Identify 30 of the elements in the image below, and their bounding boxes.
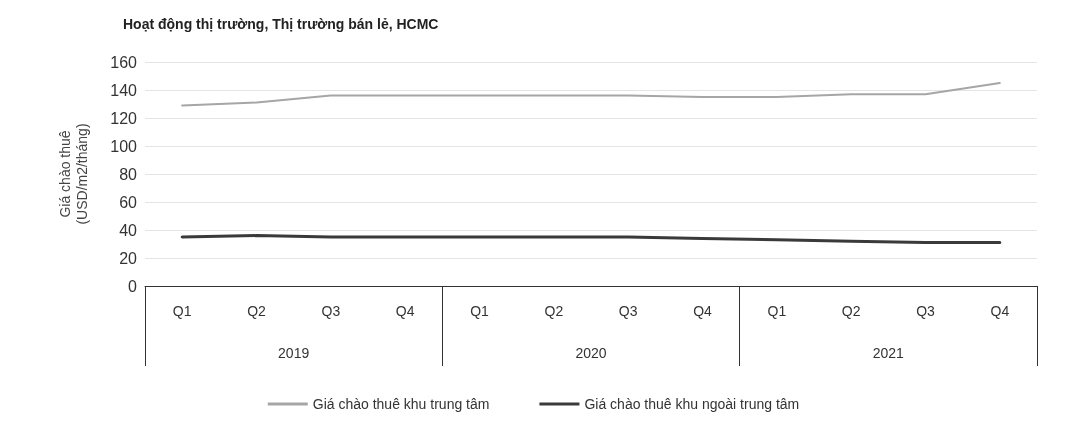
x-tick-label: Q2 xyxy=(841,303,861,319)
text: 2020 xyxy=(575,345,607,361)
y-tick-label: 20 xyxy=(119,249,138,267)
x-tick-label: Q1 xyxy=(767,303,787,319)
x-tick-label: Q2 xyxy=(544,303,564,319)
x-tick-label: Q4 xyxy=(693,303,713,319)
y-tick-label: 60 xyxy=(119,193,138,211)
text: 2021 xyxy=(872,345,905,361)
y-tick-label: 160 xyxy=(110,53,138,71)
x-tick-label: Q3 xyxy=(618,303,638,319)
line-series xyxy=(180,234,1002,245)
chart-title: Hoạt động thị trường, Thị trường bán lẻ, HCMC xyxy=(123,16,439,32)
x-tick-label: Q1 xyxy=(172,303,192,319)
y-axis-title: Giá chào thuê (USD/m2/tháng) xyxy=(56,123,90,225)
line-series xyxy=(181,82,1001,107)
y-tick-label: 140 xyxy=(110,81,138,99)
y-tick-label: 0 xyxy=(128,277,138,295)
y-tick-label: 100 xyxy=(110,137,138,155)
y-tick-label: 80 xyxy=(119,165,138,183)
x-tick-label: Q4 xyxy=(990,303,1010,319)
x-tick-label: Q1 xyxy=(470,303,490,319)
x-tick-label: Q3 xyxy=(916,303,936,319)
y-tick-label: 120 xyxy=(110,109,138,127)
y-tick-label: 40 xyxy=(119,221,138,239)
legend-label: Giá chào thuê khu ngoài trung tâm xyxy=(584,396,800,412)
text: 2019 xyxy=(278,345,310,361)
x-tick-label: Q3 xyxy=(321,303,341,319)
x-tick-label: Q2 xyxy=(247,303,267,319)
x-tick-label: Q4 xyxy=(395,303,415,319)
legend-label: Giá chào thuê khu trung tâm xyxy=(312,396,490,412)
